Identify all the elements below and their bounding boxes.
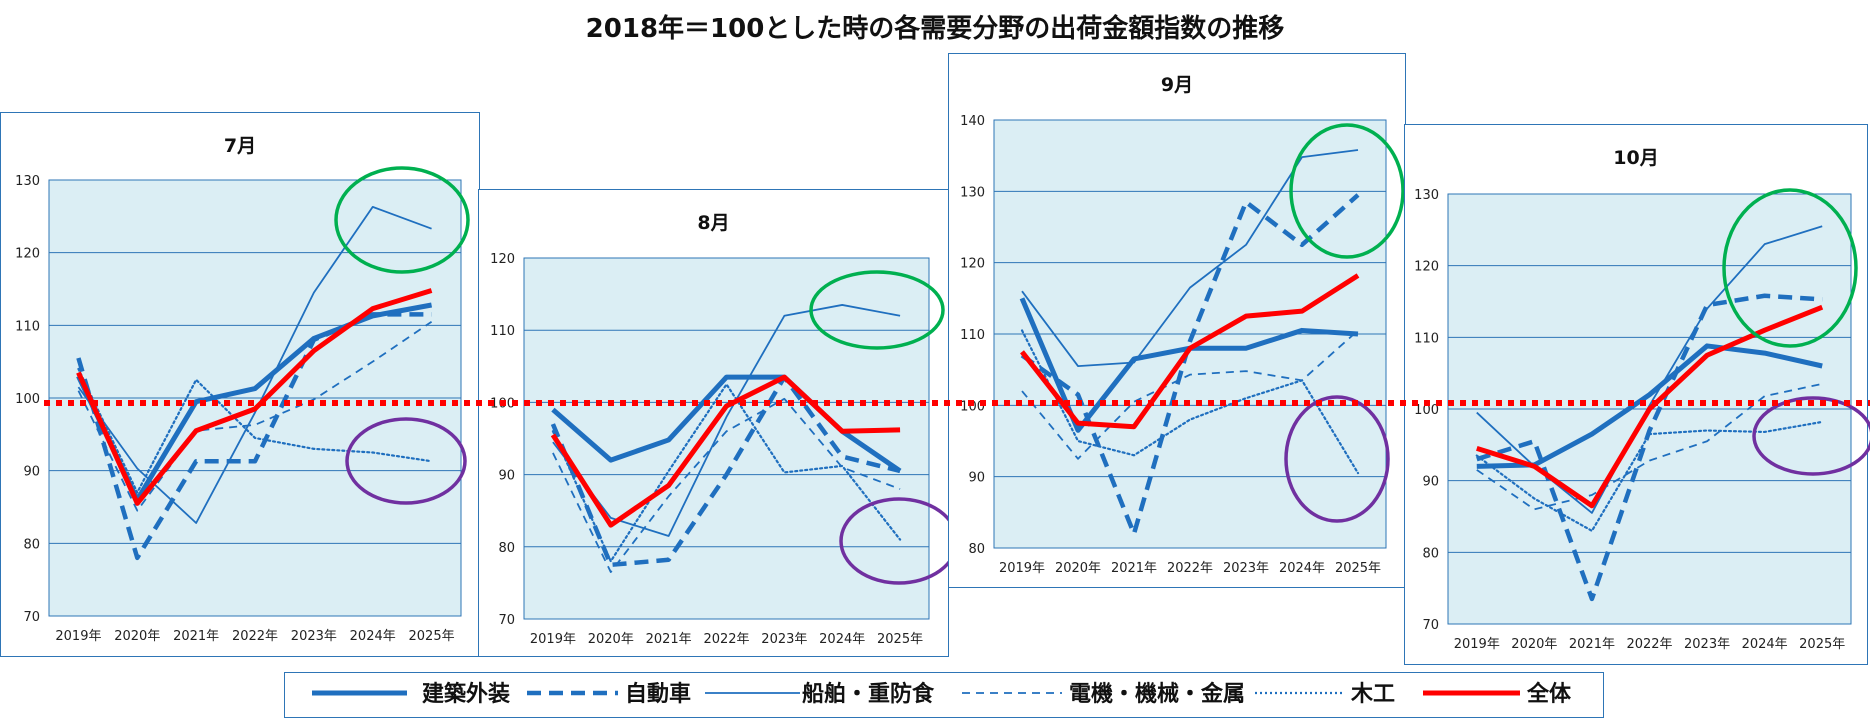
y-tick-label: 100 [1414, 403, 1439, 418]
annotation-ellipse-green [1289, 123, 1405, 259]
x-tick-label: 2019年 [999, 561, 1045, 576]
y-tick-label: 130 [1414, 188, 1439, 203]
annotation-ellipse-green [1722, 188, 1858, 348]
y-tick-label: 70 [1422, 618, 1439, 633]
chart-panel-october: 10月 70 80 90 100 110 120 130 2019年 2020年 2021年 202… [1404, 124, 1870, 665]
chart-legend: 建築外装 自動車 船舶・重防食 電機・機械・金属 木工 全体 [284, 672, 1604, 718]
y-tick-label: 90 [23, 465, 40, 480]
x-tick-label: 2020年 [1055, 561, 1101, 576]
x-tick-label: 2024年 [1279, 561, 1325, 576]
chart-svg-september: 80 90 100 110 120 130 140 2019年 2020年 2021年 2022年 2… [960, 114, 1405, 576]
y-tick-label: 90 [1422, 475, 1439, 490]
x-tick-label: 2020年 [114, 629, 160, 644]
x-tick-label: 2020年 [1511, 637, 1557, 652]
y-tick-label: 120 [15, 247, 40, 262]
legend-label-zentai: 全体 [1526, 681, 1572, 707]
legend-label-denki: 電機・機械・金属 [1069, 681, 1245, 707]
chart-panel-september: 9月 80 90 100 110 120 130 140 2019年 2020年 2021年 202… [948, 53, 1406, 588]
chart-panel-july: 7月 70 80 90 100 110 120 130 2019年 2020年 2021年 2022… [0, 112, 480, 657]
annotation-ellipse-purple [345, 417, 467, 505]
x-tick-label: 2023年 [1684, 637, 1730, 652]
y-tick-label: 90 [968, 471, 985, 486]
x-tick-label: 2025年 [409, 629, 455, 644]
chart-svg-august: 70 80 90 100 110 120 2019年 2020年 2021年 2022年 2023年… [490, 252, 959, 647]
x-tick-label: 2021年 [646, 632, 692, 647]
panel-title-october: 10月 [1613, 147, 1659, 169]
annotation-ellipse-purple [1752, 396, 1870, 476]
legend-label-kenchiku: 建築外装 [422, 681, 510, 707]
x-tick-label: 2022年 [232, 629, 278, 644]
x-tick-label: 2025年 [1335, 561, 1381, 576]
y-tick-label: 110 [490, 324, 515, 339]
y-tick-label: 100 [490, 396, 515, 411]
x-tick-label: 2023年 [291, 629, 337, 644]
legend-label-jidosha: 自動車 [625, 681, 691, 707]
y-tick-label: 120 [1414, 260, 1439, 275]
x-tick-label: 2021年 [173, 629, 219, 644]
x-tick-label: 2020年 [588, 632, 634, 647]
annotation-ellipse-green [809, 270, 945, 350]
annotation-ellipse-purple [1284, 395, 1390, 523]
chart-panel-august: 8月 70 80 90 100 110 120 2019年 2020年 2021年 2022年 20… [478, 189, 959, 657]
y-tick-label: 120 [490, 252, 515, 267]
y-tick-label: 120 [960, 257, 985, 272]
y-tick-label: 80 [1422, 546, 1439, 561]
x-tick-label: 2023年 [1223, 561, 1269, 576]
panel-title-july: 7月 [223, 135, 257, 157]
y-tick-label: 90 [498, 469, 515, 484]
x-tick-label: 2022年 [703, 632, 749, 647]
plot-area [523, 257, 930, 620]
y-tick-label: 110 [1414, 331, 1439, 346]
x-tick-label: 2021年 [1569, 637, 1615, 652]
y-tick-label: 130 [15, 174, 40, 189]
annotation-ellipse-green [334, 166, 470, 274]
y-tick-label: 70 [23, 610, 40, 625]
y-tick-label: 140 [960, 114, 985, 129]
y-tick-label: 100 [15, 392, 40, 407]
y-tick-label: 100 [960, 399, 985, 414]
x-tick-label: 2024年 [819, 632, 865, 647]
legend-svg: 建築外装 自動車 船舶・重防食 電機・機械・金属 木工 全体 [312, 681, 1572, 707]
x-tick-label: 2025年 [1799, 637, 1845, 652]
x-tick-label: 2021年 [1111, 561, 1157, 576]
y-tick-label: 80 [23, 537, 40, 552]
x-tick-label: 2019年 [55, 629, 101, 644]
y-tick-label: 70 [498, 613, 515, 628]
legend-label-senpaku: 船舶・重防食 [802, 681, 935, 707]
x-tick-label: 2019年 [530, 632, 576, 647]
chart-svg-july: 70 80 90 100 110 120 130 2019年 2020年 2021年 2022年 20… [15, 166, 470, 644]
chart-main-title: 2018年＝100とした時の各需要分野の出荷金額指数の推移 [585, 14, 1285, 44]
panel-title-september: 9月 [1160, 74, 1194, 96]
panel-title-august: 8月 [697, 212, 730, 234]
y-tick-label: 110 [960, 328, 985, 343]
x-tick-label: 2019年 [1454, 637, 1500, 652]
x-tick-label: 2024年 [1742, 637, 1788, 652]
y-tick-label: 110 [15, 319, 40, 334]
x-tick-label: 2023年 [761, 632, 807, 647]
y-tick-label: 130 [960, 185, 985, 200]
x-tick-label: 2025年 [877, 632, 923, 647]
x-tick-label: 2024年 [350, 629, 396, 644]
x-tick-label: 2022年 [1626, 637, 1672, 652]
legend-label-mokko: 木工 [1350, 682, 1395, 707]
y-tick-label: 80 [498, 541, 515, 556]
x-tick-label: 2022年 [1167, 561, 1213, 576]
y-tick-label: 80 [968, 542, 985, 557]
chart-svg-october: 70 80 90 100 110 120 130 2019年 2020年 2021年 2022年 20… [1414, 188, 1870, 652]
